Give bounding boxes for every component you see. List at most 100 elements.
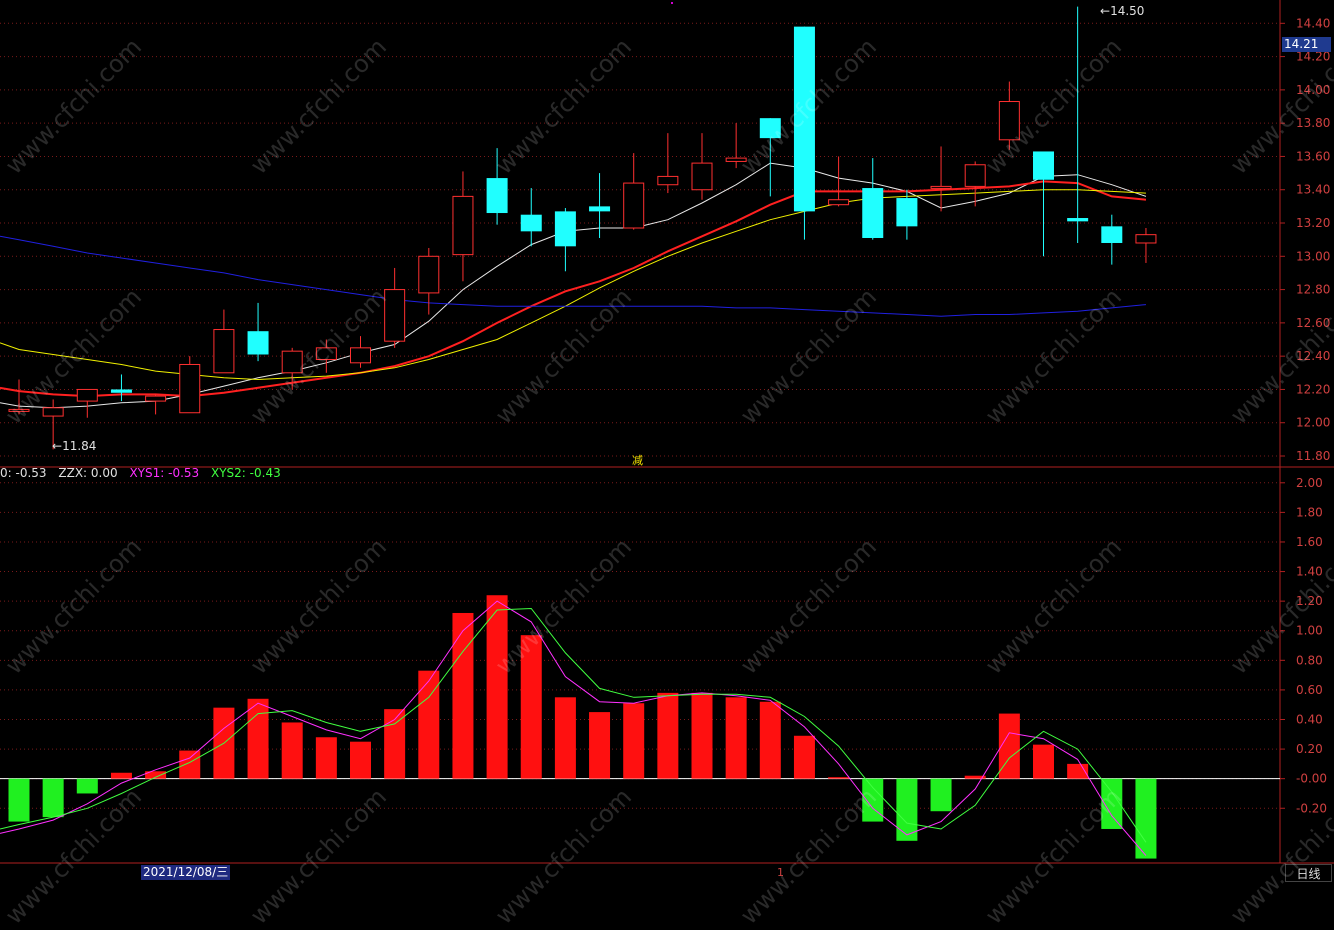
price-tick-label: 14.20 xyxy=(1296,50,1330,64)
indicator-tick-label: -0.00 xyxy=(1296,772,1327,786)
candle-body xyxy=(110,389,132,393)
indicator-tick-label: 1.40 xyxy=(1296,565,1323,579)
indicator-bar xyxy=(828,777,850,779)
indicator-bar xyxy=(350,741,371,779)
indicator-tick-label: 0.80 xyxy=(1296,653,1323,667)
indicator-tick-label: -0.20 xyxy=(1296,801,1327,815)
indicator-bar xyxy=(418,670,440,779)
indicator-bar xyxy=(793,735,815,779)
indicator-bar xyxy=(8,778,30,822)
indicator-bar xyxy=(145,771,167,779)
price-tick-label: 13.60 xyxy=(1296,149,1330,163)
indicator-bar xyxy=(691,692,713,779)
price-tick-label: 12.80 xyxy=(1296,283,1330,297)
indicator-bar xyxy=(42,778,64,818)
indicator-bar xyxy=(520,635,542,779)
candle-body xyxy=(418,255,440,294)
price-tick-label: 12.20 xyxy=(1296,382,1330,396)
indicator-line xyxy=(0,607,1147,843)
indicator-bar xyxy=(657,692,679,779)
center-mark: 1 xyxy=(777,866,784,879)
price-tick-label: 14.40 xyxy=(1296,16,1330,30)
candle-body xyxy=(828,199,850,206)
candle-body xyxy=(930,185,952,189)
candle-body xyxy=(520,214,542,232)
candle-body xyxy=(657,175,679,186)
top-marker xyxy=(671,2,673,4)
indicator-bar xyxy=(998,713,1020,779)
indicator-bar xyxy=(1033,744,1054,779)
indicator-bar xyxy=(76,778,98,794)
candle-body xyxy=(793,26,815,212)
price-tick-label: 13.20 xyxy=(1296,216,1330,230)
candle-body xyxy=(725,157,747,162)
price-tick-label: 11.80 xyxy=(1296,449,1330,463)
indicator-bar xyxy=(247,698,269,779)
price-tick-label: 13.80 xyxy=(1296,116,1330,130)
indicator-tick-label: 0.60 xyxy=(1296,683,1323,697)
indicator-bar xyxy=(759,701,781,779)
indicator-tick-label: 1.20 xyxy=(1296,594,1323,608)
candle-body xyxy=(350,347,371,364)
indicator-bar xyxy=(179,750,201,779)
candle-body xyxy=(691,162,713,191)
candle-body xyxy=(281,350,303,374)
ma-line xyxy=(0,235,1146,317)
indicator-tick-label: 0.20 xyxy=(1296,742,1323,756)
low-price-label: ←11.84 xyxy=(52,439,97,453)
cursor-date: 2021/12/08/三 xyxy=(141,865,231,880)
indicator-line xyxy=(0,600,1147,856)
candle-body xyxy=(1101,226,1123,243)
chart-canvas: 14.40 14.20 14.00 13.80 13.60 13.40 13.20 13.00… xyxy=(0,0,1334,864)
indicator-bar xyxy=(930,778,952,812)
price-tick-label: 12.00 xyxy=(1296,416,1330,430)
price-tick-label: 12.40 xyxy=(1296,349,1330,363)
candle-body xyxy=(554,211,576,247)
candle-body xyxy=(42,407,64,417)
candle-body xyxy=(213,329,235,374)
indicator-bar xyxy=(589,712,611,779)
legend-xys2: XYS2: -0.43 xyxy=(211,466,281,480)
indicator-bar xyxy=(862,778,884,822)
price-tick-label: 12.60 xyxy=(1296,316,1330,330)
candle-body xyxy=(589,206,611,212)
candle-body xyxy=(76,388,98,402)
candle-body xyxy=(862,188,884,238)
ma-line xyxy=(0,162,1147,409)
price-tick-label: 13.00 xyxy=(1296,249,1330,263)
indicator-bar xyxy=(623,703,645,779)
indicator-bar xyxy=(110,772,132,779)
candle-body xyxy=(623,182,645,229)
indicator-bar xyxy=(1135,778,1157,859)
current-price-tag: 14.21 xyxy=(1282,37,1331,52)
price-tick-label: 13.40 xyxy=(1296,183,1330,197)
indicator-bar xyxy=(486,595,508,779)
indicator-tick-label: 2.00 xyxy=(1296,476,1323,490)
candle-body xyxy=(315,347,337,360)
indicator-tick-label: 1.80 xyxy=(1296,505,1323,519)
legend-xys1: XYS1: -0.53 xyxy=(129,466,200,480)
price-tick-label: 14.00 xyxy=(1296,83,1330,97)
candle-body xyxy=(8,408,30,412)
indicator-bar xyxy=(896,778,918,841)
legend-first: 0: -0.53 xyxy=(0,466,47,480)
tab-daily[interactable]: 日线 xyxy=(1285,864,1332,882)
indicator-bar xyxy=(452,612,474,779)
candle-body xyxy=(384,289,406,342)
indicator-bar xyxy=(725,697,747,779)
candle-body xyxy=(1067,218,1089,222)
indicator-bar xyxy=(315,737,337,779)
candle-body xyxy=(486,178,508,214)
indicator-tick-label: 1.60 xyxy=(1296,535,1323,549)
indicator-tick-label: 1.00 xyxy=(1296,624,1323,638)
high-price-label: ←14.50 xyxy=(1100,4,1145,18)
signal-marker: 减 xyxy=(632,454,643,467)
candle-body xyxy=(998,101,1020,141)
legend-zzx: ZZX: 0.00 xyxy=(58,466,118,480)
indicator-bar xyxy=(281,722,303,779)
candle-body xyxy=(145,395,167,402)
candle-body xyxy=(452,195,474,256)
candle-body xyxy=(247,331,269,355)
indicator-bar xyxy=(964,775,986,779)
candle-body xyxy=(964,164,986,187)
